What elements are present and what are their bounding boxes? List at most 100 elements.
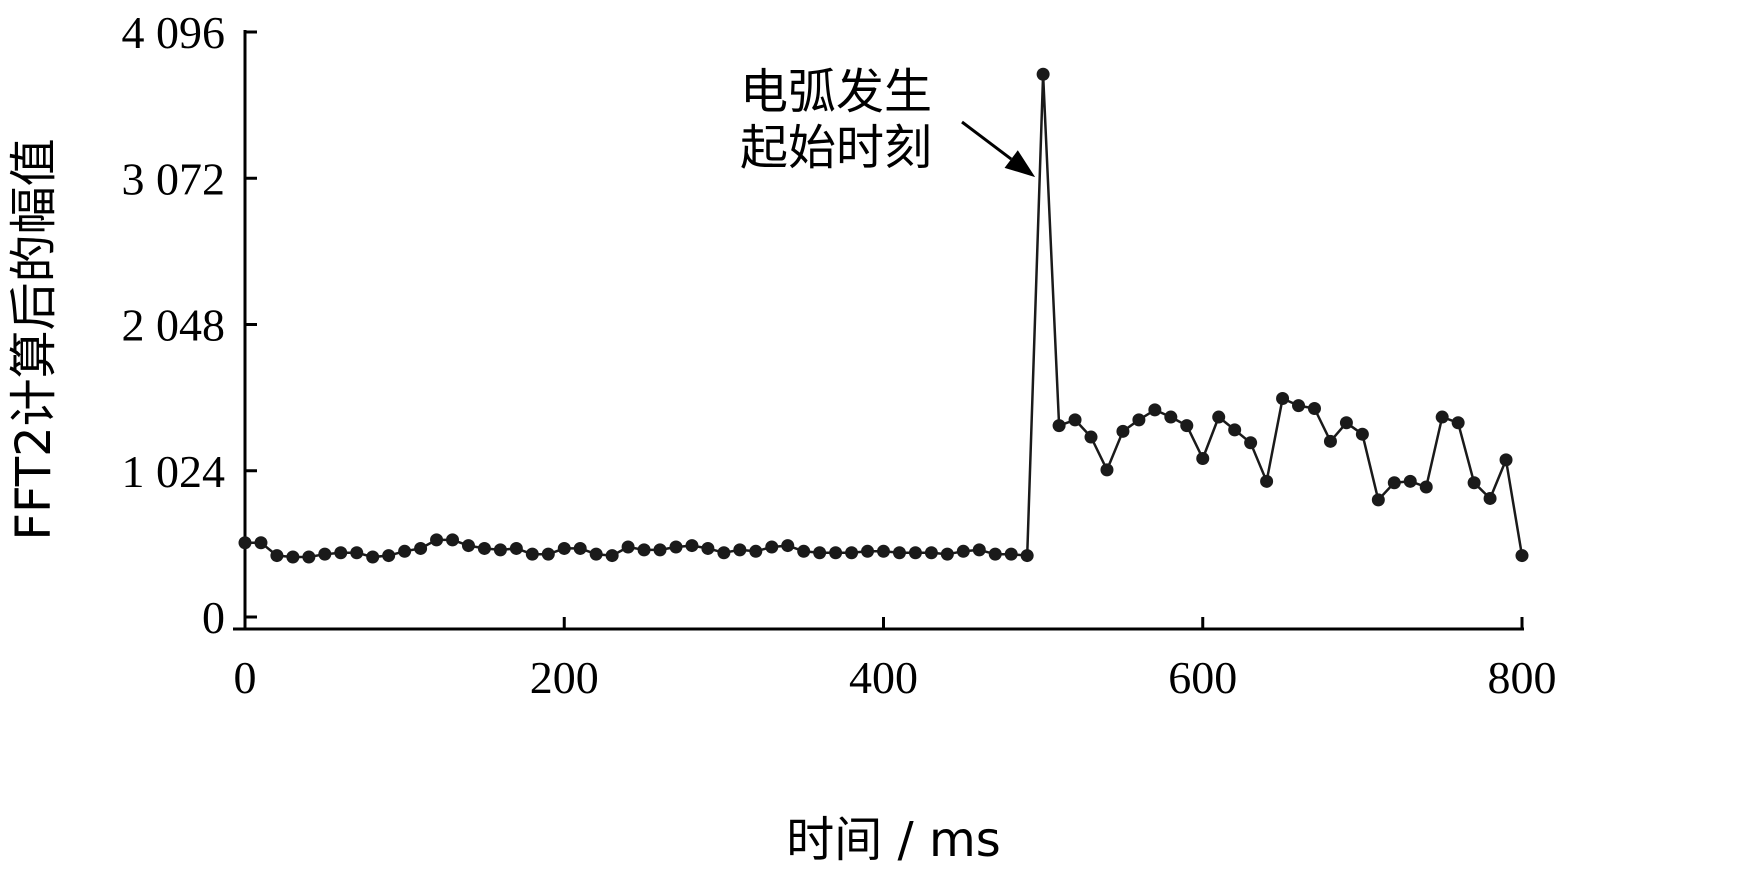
data-point xyxy=(1052,419,1066,433)
data-point xyxy=(701,541,715,555)
data-point xyxy=(1084,430,1098,444)
data-point xyxy=(1483,491,1497,505)
y-tick-label: 3 072 xyxy=(122,153,226,204)
annotation-text-line-2: 起始时刻 xyxy=(740,120,932,176)
data-point xyxy=(1451,416,1465,430)
data-point xyxy=(589,547,603,561)
x-tick-label: 600 xyxy=(1168,652,1237,703)
data-point xyxy=(430,533,444,547)
data-point xyxy=(1132,413,1146,427)
data-point xyxy=(1276,391,1290,405)
data-point xyxy=(621,540,635,554)
data-point xyxy=(1307,401,1321,415)
data-point xyxy=(956,544,970,558)
data-point xyxy=(1387,476,1401,490)
y-tick-label: 2 048 xyxy=(122,300,226,351)
data-point xyxy=(573,541,587,555)
data-point xyxy=(1403,474,1417,488)
data-point xyxy=(637,543,651,557)
annotation: 电弧发生 起始时刻 xyxy=(740,64,1036,178)
data-point xyxy=(382,549,396,563)
data-point xyxy=(797,544,811,558)
data-point xyxy=(1323,434,1337,448)
axis-ticks: 0 1 024 2 048 3 072 4 096 0 200 400 600 800 xyxy=(122,7,1557,703)
annotation-arrow-shaft xyxy=(961,120,1013,161)
data-point xyxy=(1212,410,1226,424)
data-point xyxy=(1339,416,1353,430)
data-point xyxy=(781,539,795,553)
y-tick-label: 0 xyxy=(202,592,225,643)
x-tick-label: 0 xyxy=(234,652,257,703)
data-point xyxy=(286,550,300,564)
chart-axes xyxy=(233,30,1524,631)
data-point xyxy=(477,541,491,555)
data-point xyxy=(1435,410,1449,424)
data-point xyxy=(493,543,507,557)
data-point xyxy=(749,544,763,558)
data-point xyxy=(254,536,268,550)
data-point xyxy=(813,546,827,560)
data-point xyxy=(1292,399,1306,413)
data-point xyxy=(525,547,539,561)
y-axis-title: FFT2计算后的幅值 xyxy=(6,138,62,540)
data-point xyxy=(1244,436,1258,450)
data-point xyxy=(669,540,683,554)
data-point xyxy=(1419,480,1433,494)
data-point xyxy=(972,543,986,557)
data-point xyxy=(1467,476,1481,490)
data-point xyxy=(605,549,619,563)
data-point xyxy=(414,541,428,555)
y-tick-label: 1 024 xyxy=(122,446,226,497)
data-point xyxy=(270,549,284,563)
data-point xyxy=(1515,549,1529,563)
data-point xyxy=(1228,423,1242,437)
data-point xyxy=(1148,403,1162,417)
data-point xyxy=(877,544,890,558)
data-point xyxy=(334,546,348,560)
data-point xyxy=(908,546,922,560)
x-tick-label: 400 xyxy=(849,652,918,703)
data-point xyxy=(765,540,779,554)
data-point xyxy=(350,546,364,560)
data-point xyxy=(940,547,954,561)
x-axis-title: 时间 / ms xyxy=(786,812,1000,868)
data-point xyxy=(557,541,571,555)
data-point xyxy=(924,546,938,560)
x-tick-label: 800 xyxy=(1488,652,1557,703)
data-point xyxy=(509,541,523,555)
data-point xyxy=(1100,463,1114,477)
x-tick-label: 200 xyxy=(530,652,599,703)
data-point xyxy=(446,533,460,547)
data-point xyxy=(1020,549,1034,563)
data-point xyxy=(461,539,475,553)
data-point xyxy=(398,544,412,558)
data-point xyxy=(1196,451,1210,465)
data-point xyxy=(717,546,731,560)
data-point xyxy=(366,550,380,564)
y-tick-label: 4 096 xyxy=(122,7,226,58)
data-point xyxy=(829,546,843,560)
data-point xyxy=(988,547,1002,561)
data-point xyxy=(1004,547,1018,561)
data-point xyxy=(1371,493,1385,507)
data-point xyxy=(1068,413,1082,427)
data-point xyxy=(892,546,906,560)
data-point xyxy=(302,550,316,564)
data-point xyxy=(733,543,747,557)
data-point xyxy=(1260,474,1274,488)
data-point xyxy=(1164,410,1178,424)
data-point xyxy=(653,543,667,557)
data-series xyxy=(238,67,1529,564)
data-point xyxy=(861,544,875,558)
data-point xyxy=(318,547,332,561)
annotation-arrow-head xyxy=(1004,150,1036,178)
data-point xyxy=(238,536,252,550)
data-point xyxy=(1499,453,1513,467)
data-point xyxy=(845,546,859,560)
data-point xyxy=(541,547,555,561)
data-point xyxy=(1355,427,1369,441)
data-point xyxy=(685,539,699,553)
annotation-text-line-1: 电弧发生 xyxy=(740,64,932,120)
data-point xyxy=(1116,424,1130,438)
